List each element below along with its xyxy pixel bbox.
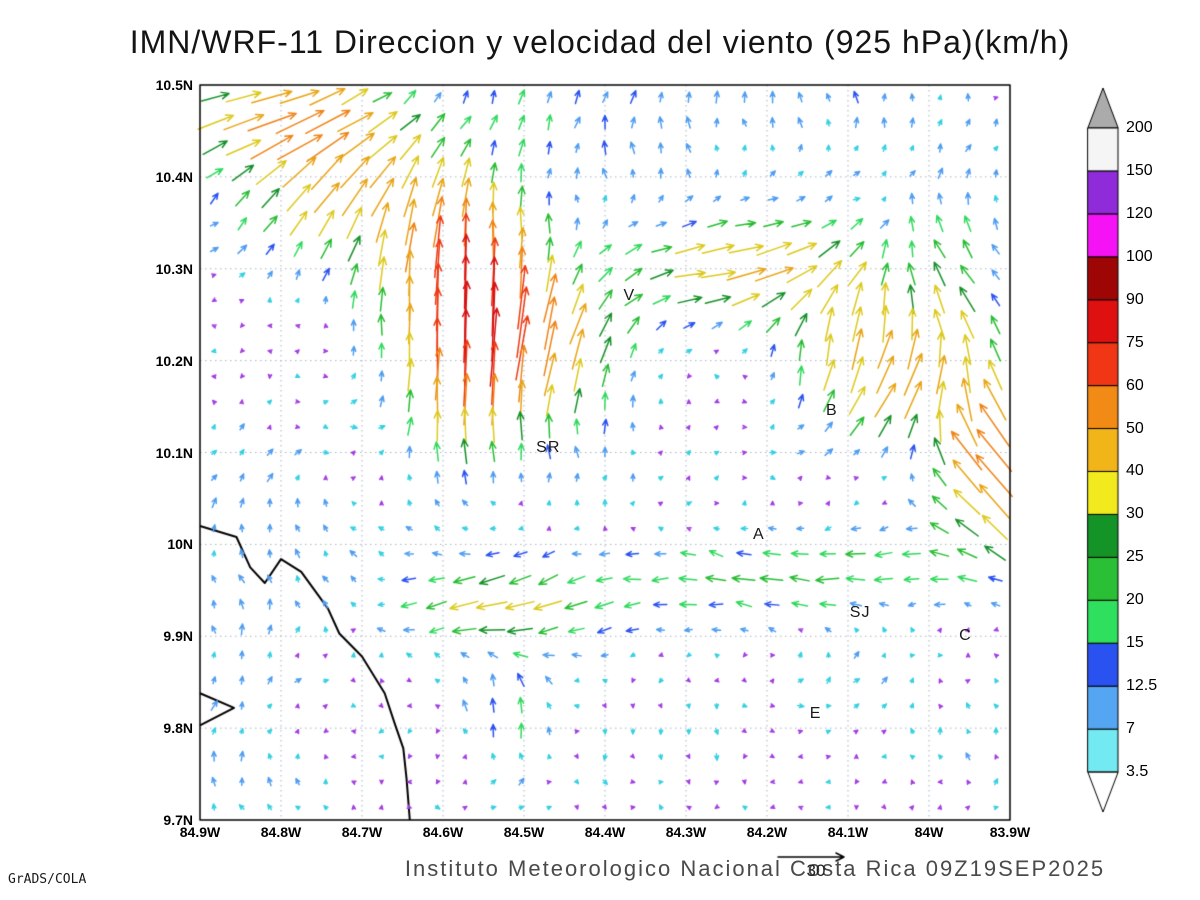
city-label-a: A [753, 526, 765, 544]
x-axis-tick-label: 84.4W [584, 824, 626, 840]
city-label-e: E [809, 705, 822, 723]
x-axis-tick-label: 84.2W [746, 824, 788, 840]
y-axis-tick-label: 10.2N [155, 352, 193, 369]
x-axis-tick-label: 84W [914, 824, 944, 840]
y-axis-tick-label: 9.7N [163, 812, 193, 828]
colorbar-tick-label: 150 [1126, 161, 1153, 179]
colorbar-tick-label: 30 [1126, 505, 1144, 523]
x-axis-tick-label: 84.9W [179, 824, 221, 840]
x-axis-tick-label: 84.3W [665, 824, 707, 840]
colorbar-tick-label: 90 [1126, 290, 1144, 308]
city-label-v: V [623, 287, 636, 305]
colorbar-tick-label: 25 [1126, 548, 1144, 566]
reference-vector-label: 30 [806, 861, 826, 880]
y-axis-tick-label: 10.3N [155, 260, 193, 277]
colorbar-tick-label: 7 [1126, 720, 1135, 738]
colorbar-tick-label: 200 [1126, 119, 1153, 136]
x-axis-tick-label: 84.1W [827, 824, 869, 840]
colorbar-tick-label: 12.5 [1126, 677, 1158, 695]
x-axis-tick-label: 84.8W [260, 824, 302, 840]
colorbar-tick-label: 100 [1126, 247, 1153, 265]
colorbar-tick-label: 60 [1126, 376, 1144, 394]
y-axis-tick-label: 10N [167, 536, 193, 553]
colorbar-tick-label: 40 [1126, 462, 1144, 480]
x-axis-tick-label: 84.6W [422, 824, 464, 840]
chart-title: IMN/WRF-11 Direccion y velocidad del vie… [129, 24, 1071, 60]
colorbar-tick-label: 75 [1126, 333, 1144, 351]
colorbar-tick-label: 50 [1126, 419, 1144, 437]
colorbar-tick-label: 20 [1126, 591, 1144, 609]
y-axis-tick-label: 10.1N [155, 444, 193, 461]
y-axis-tick-label: 9.8N [163, 720, 193, 737]
x-axis-tick-label: 83.9W [989, 824, 1031, 840]
chart-footer: Instituto Meteorologico Nacional Costa R… [404, 856, 1106, 881]
x-axis-tick-label: 84.5W [503, 824, 545, 840]
x-axis-tick-label: 84.7W [341, 824, 383, 840]
colorbar-tick-label: 3.5 [1126, 763, 1149, 780]
colorbar-tick-label: 15 [1126, 634, 1144, 652]
y-axis-tick-label: 10.4N [155, 168, 193, 185]
city-label-sj: SJ [849, 604, 871, 622]
city-label-sr: SR [536, 438, 561, 456]
grads-credit-stamp: GrADS/COLA [8, 872, 87, 887]
y-axis-tick-label: 9.9N [163, 628, 193, 645]
city-label-b: B [825, 402, 838, 420]
colorbar-tick-label: 120 [1126, 204, 1153, 222]
city-label-c: C [959, 627, 972, 645]
y-axis-tick-label: 10.5N [155, 77, 193, 93]
